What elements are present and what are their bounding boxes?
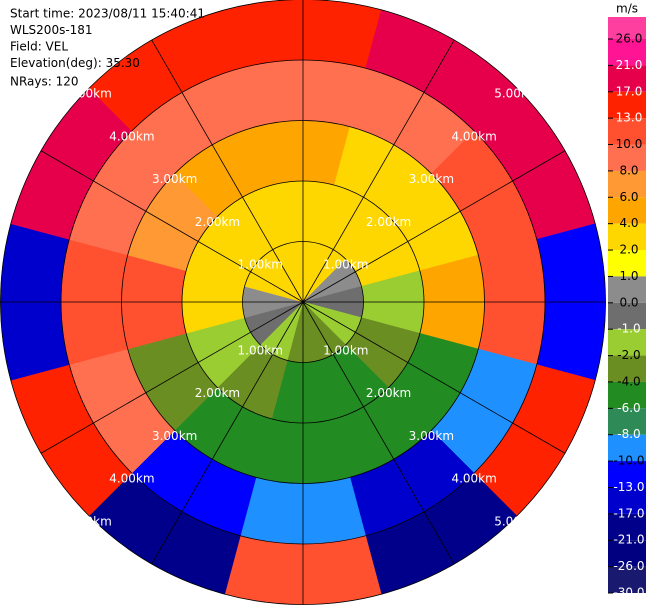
colorbar-bin <box>608 144 646 171</box>
overlay: 1.00km 2.00km 3.00km 4.00km 5.00km 1.00km 2.00… <box>0 0 606 605</box>
colorbar-bin <box>608 461 646 488</box>
colorbar-label: 6.0 <box>619 190 638 204</box>
colorbar-title: m/s <box>616 2 638 16</box>
spoke <box>40 150 304 303</box>
colorbar-label: 4.0 <box>619 216 638 230</box>
spoke <box>40 301 304 454</box>
colorbar-bin <box>608 408 646 435</box>
range-label: 4.00km <box>109 129 154 143</box>
colorbar-label: -4.0 <box>617 374 640 388</box>
spoke <box>302 301 566 454</box>
range-label: 4.00km <box>451 472 496 486</box>
colorbar-bin <box>608 91 646 119</box>
colorbar-label: -1.0 <box>617 322 640 336</box>
colorbar-bin <box>608 566 646 593</box>
colorbar-label: -6.0 <box>617 401 640 415</box>
colorbar-bin <box>608 381 646 409</box>
header-line: WLS200s-181 <box>10 23 93 37</box>
header-line: Elevation(deg): 35.30 <box>10 56 140 70</box>
spoke <box>302 150 566 303</box>
spoke <box>151 301 304 565</box>
header-line: Start time: 2023/08/11 15:40:41 <box>10 7 205 21</box>
range-label: 1.00km <box>323 343 368 357</box>
colorbar-bin <box>608 118 646 145</box>
range-label: 1.00km <box>323 258 368 272</box>
range-label: 2.00km <box>366 386 411 400</box>
header-line: Field: VEL <box>10 40 68 54</box>
range-label: 3.00km <box>409 172 454 186</box>
spoke <box>302 301 455 565</box>
colorbar-bin <box>608 170 646 198</box>
range-label: 3.00km <box>152 172 197 186</box>
colorbar-bin <box>608 250 646 277</box>
colorbar-label: 13.0 <box>616 111 643 125</box>
range-label: 5.00km <box>66 514 111 528</box>
colorbar-label: -30.0 <box>613 586 644 600</box>
colorbar-bin <box>608 276 646 303</box>
colorbar-label: -10.0 <box>613 454 644 468</box>
colorbar-label: -2.0 <box>617 348 640 362</box>
colorbar-label: 17.0 <box>616 84 643 98</box>
colorbar-bin <box>608 355 646 382</box>
colorbar-bin <box>608 302 646 330</box>
colorbar-label: -21.0 <box>613 533 644 547</box>
colorbar: m/s 26.0 21.0 17.0 13.0 10.0 8.0 6.0 4.0 2.0 1.0 0.… <box>608 2 646 600</box>
colorbar-bin <box>608 513 646 541</box>
colorbar-label: 10.0 <box>616 137 643 151</box>
range-label: 4.00km <box>451 129 496 143</box>
range-label: 1.00km <box>238 343 283 357</box>
range-label: 5.00km <box>66 87 111 101</box>
colorbar-label: -8.0 <box>617 427 640 441</box>
header: Start time: 2023/08/11 15:40:41 WLS200s-1… <box>10 7 205 89</box>
range-label: 4.00km <box>109 472 154 486</box>
colorbar-bin <box>608 329 646 356</box>
colorbar-label: 1.0 <box>619 269 638 283</box>
range-label: 2.00km <box>195 386 240 400</box>
colorbar-bin <box>608 17 646 39</box>
range-label: 1.00km <box>238 258 283 272</box>
colorbar-label: -13.0 <box>613 480 644 494</box>
header-line: NRays: 120 <box>10 75 79 89</box>
colorbar-bin <box>608 39 646 66</box>
range-label: 2.00km <box>366 215 411 229</box>
colorbar-label: -26.0 <box>613 559 644 573</box>
colorbar-bin <box>608 434 646 462</box>
colorbar-label: 26.0 <box>616 32 643 46</box>
spoke <box>151 39 304 303</box>
colorbar-bin <box>608 197 646 224</box>
spoke <box>302 39 455 303</box>
range-label: 2.00km <box>195 215 240 229</box>
colorbar-label: 21.0 <box>616 58 643 72</box>
colorbar-bin <box>608 540 646 567</box>
range-label: 5.00km <box>494 87 539 101</box>
colorbar-bin <box>608 65 646 92</box>
colorbar-label: 8.0 <box>619 163 638 177</box>
colorbar-bin <box>608 223 646 251</box>
colorbar-label: 2.0 <box>619 243 638 257</box>
colorbar-label: -17.0 <box>613 506 644 520</box>
range-label: 3.00km <box>409 429 454 443</box>
colorbar-label: 0.0 <box>619 295 638 309</box>
range-label: 5.00km <box>494 514 539 528</box>
range-label: 3.00km <box>152 429 197 443</box>
colorbar-bin <box>608 487 646 514</box>
